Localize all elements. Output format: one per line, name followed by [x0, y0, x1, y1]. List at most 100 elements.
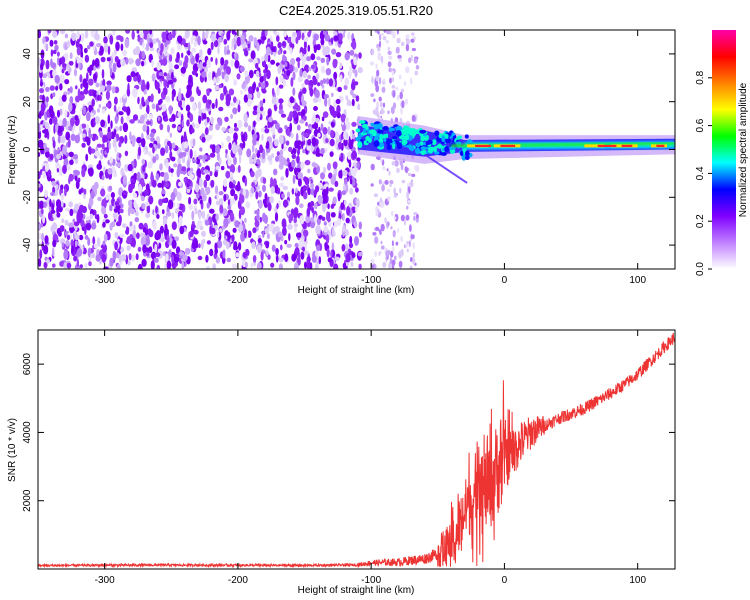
noise-speckle — [49, 118, 53, 125]
noise-speckle — [263, 72, 267, 82]
noise-speckle — [49, 153, 54, 160]
noise-speckle — [279, 182, 283, 187]
noise-speckle — [68, 60, 74, 66]
noise-speckle — [141, 138, 146, 148]
noise-speckle — [273, 138, 279, 147]
noise-speckle — [61, 242, 65, 248]
colorbar-tick-label: 0.6 — [695, 118, 706, 132]
noise-speckle — [256, 158, 260, 165]
signal-speckle — [395, 130, 402, 137]
noise-speckle — [219, 204, 224, 214]
noise-speckle — [276, 86, 280, 96]
noise-speckle — [386, 221, 389, 229]
noise-speckle — [342, 185, 346, 191]
noise-speckle — [218, 191, 224, 196]
noise-speckle — [374, 250, 378, 258]
noise-speckle — [259, 216, 262, 223]
noise-speckle — [256, 86, 260, 93]
noise-speckle — [299, 68, 303, 79]
noise-speckle — [88, 261, 92, 267]
noise-speckle — [386, 168, 389, 172]
noise-speckle — [349, 89, 354, 96]
noise-speckle — [207, 48, 212, 56]
noise-speckle — [52, 263, 56, 268]
noise-speckle — [101, 175, 105, 181]
noise-speckle — [77, 88, 81, 99]
noise-speckle — [177, 111, 182, 118]
noise-speckle — [188, 74, 193, 84]
noise-speckle — [389, 30, 393, 35]
signal-speckle — [367, 128, 371, 135]
noise-speckle — [347, 99, 351, 106]
noise-speckle — [378, 96, 382, 102]
noise-speckle — [224, 59, 229, 66]
noise-speckle — [304, 261, 307, 269]
noise-speckle — [189, 230, 194, 238]
noise-speckle — [350, 167, 357, 177]
noise-speckle — [325, 138, 329, 144]
noise-speckle — [168, 62, 173, 71]
noise-speckle — [336, 104, 341, 114]
noise-speckle — [193, 238, 198, 248]
noise-speckle — [50, 49, 54, 57]
colorbar-label: Normalized spectral amplitude — [738, 82, 749, 217]
noise-speckle — [255, 191, 259, 200]
noise-speckle — [202, 62, 207, 67]
noise-speckle — [328, 78, 334, 87]
noise-speckle — [147, 151, 152, 157]
noise-speckle — [332, 196, 337, 205]
noise-speckle — [224, 230, 229, 236]
noise-speckle — [307, 44, 311, 52]
noise-speckle — [381, 184, 385, 192]
noise-speckle — [223, 85, 227, 95]
noise-speckle — [126, 114, 130, 122]
signal-speckle — [367, 138, 372, 143]
noise-speckle — [280, 244, 283, 251]
noise-speckle — [84, 262, 88, 268]
noise-speckle — [234, 52, 237, 59]
noise-speckle — [177, 202, 180, 208]
noise-speckle — [400, 106, 403, 115]
noise-speckle — [187, 42, 191, 52]
noise-speckle — [118, 153, 122, 159]
noise-speckle — [335, 52, 342, 58]
noise-speckle — [69, 159, 74, 166]
noise-speckle — [143, 89, 147, 95]
noise-speckle — [63, 262, 67, 269]
noise-speckle — [326, 186, 329, 195]
noise-speckle — [192, 158, 198, 163]
noise-speckle — [357, 251, 363, 257]
noise-speckle — [221, 127, 226, 132]
colorbar-gradient — [712, 30, 736, 269]
noise-speckle — [52, 116, 58, 126]
noise-speckle — [127, 163, 133, 172]
noise-speckle — [311, 137, 317, 147]
noise-speckle — [130, 237, 136, 247]
noise-speckle — [154, 243, 158, 253]
noise-speckle — [126, 106, 131, 116]
noise-speckle — [218, 84, 223, 89]
noise-speckle — [394, 160, 399, 167]
noise-speckle — [188, 196, 192, 205]
noise-speckle — [255, 70, 260, 78]
noise-speckle — [247, 98, 252, 107]
noise-speckle — [310, 53, 316, 61]
noise-speckle — [106, 80, 112, 86]
noise-speckle — [119, 233, 125, 238]
noise-speckle — [98, 160, 102, 167]
noise-speckle — [171, 239, 177, 249]
noise-speckle — [358, 52, 362, 59]
noise-speckle — [410, 54, 413, 62]
noise-speckle — [40, 62, 44, 71]
noise-speckle — [152, 220, 157, 231]
signal-speckle — [378, 142, 385, 148]
noise-speckle — [351, 98, 355, 107]
noise-speckle — [132, 230, 136, 236]
noise-speckle — [208, 71, 212, 81]
noise-speckle — [224, 116, 229, 123]
noise-speckle — [226, 135, 231, 142]
noise-speckle — [66, 234, 71, 240]
noise-speckle — [124, 134, 128, 144]
spectrogram-ytick-label: 20 — [22, 96, 33, 108]
noise-speckle — [311, 64, 315, 69]
